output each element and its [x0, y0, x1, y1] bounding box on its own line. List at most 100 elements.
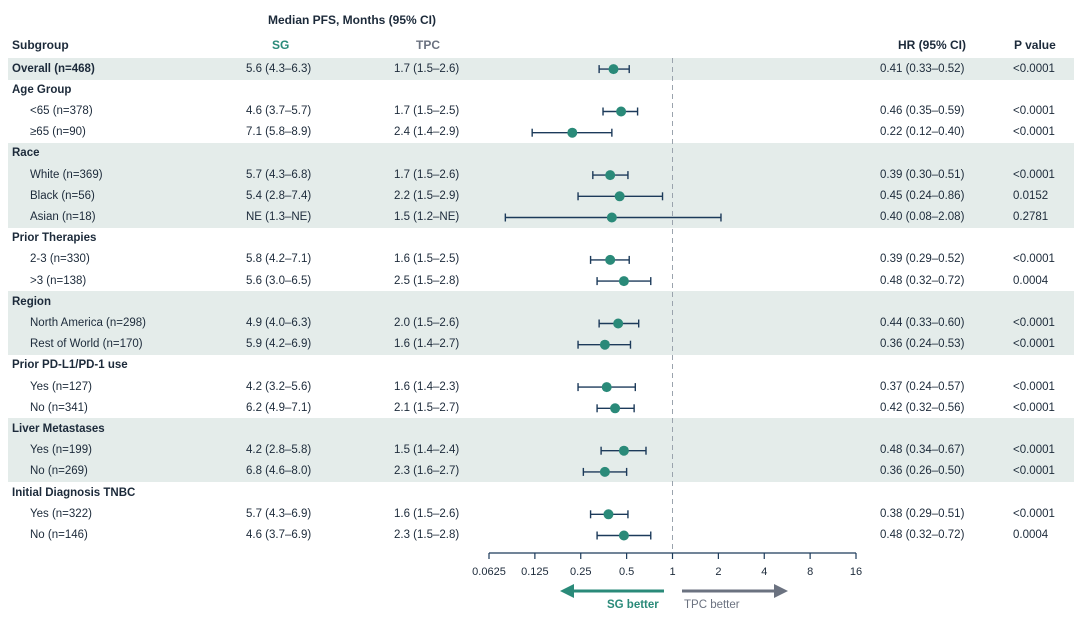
hr-point — [608, 64, 619, 75]
x-tick-label: 16 — [850, 566, 862, 578]
sg-pfs-value: 5.6 (4.3–6.3) — [246, 62, 312, 75]
pfs-header-title: Median PFS, Months (95% CI) — [268, 13, 437, 27]
row-band — [8, 418, 1074, 440]
tpc-pfs-value: 1.7 (1.5–2.6) — [394, 62, 460, 75]
hr-point — [616, 106, 627, 117]
p-value: 0.0152 — [1013, 189, 1049, 202]
p-value: 0.0004 — [1013, 274, 1049, 287]
subgroup-header: Subgroup — [12, 38, 69, 52]
sg-pfs-value: 6.2 (4.9–7.1) — [246, 401, 312, 414]
tpc-pfs-value: 1.6 (1.5–2.6) — [394, 507, 460, 520]
subgroup-group-label: Overall (n=468) — [12, 62, 95, 75]
hazard-ratio-value: 0.39 (0.30–0.51) — [880, 168, 965, 181]
sg-pfs-value: 4.6 (3.7–5.7) — [246, 104, 312, 117]
x-tick-label: 0.125 — [521, 566, 549, 578]
p-value: <0.0001 — [1013, 253, 1055, 266]
sg-pfs-value: 4.9 (4.0–6.3) — [246, 316, 312, 329]
tpc-header: TPC — [416, 38, 440, 52]
hazard-ratio-value: 0.36 (0.26–0.50) — [880, 465, 965, 478]
hazard-ratio-value: 0.39 (0.29–0.52) — [880, 253, 965, 266]
row-band — [8, 58, 1074, 80]
hr-point — [599, 466, 610, 477]
hr-point — [605, 254, 616, 265]
tpc-better-label: TPC better — [684, 599, 740, 611]
sg-header: SG — [272, 38, 290, 52]
x-tick-label: 2 — [715, 566, 721, 578]
tpc-pfs-value: 1.7 (1.5–2.6) — [394, 168, 460, 181]
p-value: <0.0001 — [1013, 126, 1055, 139]
sg-pfs-value: 5.8 (4.2–7.1) — [246, 253, 312, 266]
hr-point — [618, 445, 629, 456]
sg-better-arrow-head — [560, 584, 574, 598]
hazard-ratio-value: 0.46 (0.35–0.59) — [880, 104, 965, 117]
p-value: <0.0001 — [1013, 507, 1055, 520]
p-value: <0.0001 — [1013, 104, 1055, 117]
hr-point — [599, 339, 610, 350]
hr-point — [606, 212, 617, 223]
row-band — [8, 291, 1074, 313]
hr-point — [603, 509, 614, 520]
sg-pfs-value: 5.4 (2.8–7.4) — [246, 189, 312, 202]
sg-pfs-value: 4.2 (3.2–5.6) — [246, 380, 312, 393]
hr-point — [601, 382, 612, 393]
sg-pfs-value: 6.8 (4.6–8.0) — [246, 465, 312, 478]
sg-pfs-value: 5.7 (4.3–6.9) — [246, 507, 312, 520]
hazard-ratio-value: 0.48 (0.32–0.72) — [880, 528, 965, 541]
tpc-pfs-value: 1.5 (1.2–NE) — [394, 210, 460, 223]
x-tick-label: 0.5 — [619, 566, 634, 578]
p-value: <0.0001 — [1013, 465, 1055, 478]
x-tick-label: 8 — [807, 566, 813, 578]
subgroup-group-label: Race — [12, 147, 40, 160]
subgroup-group-label: Liver Metastases — [12, 422, 105, 435]
tpc-pfs-value: 2.0 (1.5–2.6) — [394, 316, 460, 329]
p-value: <0.0001 — [1013, 444, 1055, 457]
x-tick-label: 0.25 — [570, 566, 591, 578]
subgroup-label: Yes (n=127) — [30, 380, 92, 393]
sg-pfs-value: 4.6 (3.7–6.9) — [246, 528, 312, 541]
tpc-pfs-value: 2.4 (1.4–2.9) — [394, 126, 460, 139]
tpc-pfs-value: 1.5 (1.4–2.4) — [394, 444, 460, 457]
tpc-better-arrow-head — [774, 584, 788, 598]
sg-pfs-value: 4.2 (2.8–5.8) — [246, 444, 312, 457]
hazard-ratio-value: 0.44 (0.33–0.60) — [880, 316, 965, 329]
hazard-ratio-value: 0.22 (0.12–0.40) — [880, 126, 965, 139]
subgroup-group-label: Region — [12, 295, 51, 308]
tpc-pfs-value: 1.7 (1.5–2.5) — [394, 104, 460, 117]
hr-header: HR (95% CI) — [898, 38, 967, 52]
subgroup-label: North America (n=298) — [30, 316, 147, 329]
subgroup-label: No (n=341) — [30, 401, 88, 414]
hr-point — [614, 191, 625, 202]
subgroup-label: Asian (n=18) — [30, 210, 96, 223]
hazard-ratio-value: 0.48 (0.34–0.67) — [880, 444, 965, 457]
p-value: <0.0001 — [1013, 401, 1055, 414]
hr-point — [618, 530, 629, 541]
subgroup-label: Rest of World (n=170) — [30, 338, 143, 351]
tpc-pfs-value: 2.5 (1.5–2.8) — [394, 274, 460, 287]
subgroup-label: No (n=269) — [30, 465, 88, 478]
sg-pfs-value: NE (1.3–NE) — [246, 210, 312, 223]
p-value: 0.2781 — [1013, 210, 1049, 223]
tpc-pfs-value: 2.2 (1.5–2.9) — [394, 189, 460, 202]
hazard-ratio-value: 0.42 (0.32–0.56) — [880, 401, 965, 414]
sg-pfs-value: 5.6 (3.0–6.5) — [246, 274, 312, 287]
hr-point — [618, 276, 629, 287]
subgroup-label: <65 (n=378) — [30, 104, 93, 117]
sg-pfs-value: 7.1 (5.8–8.9) — [246, 126, 312, 139]
tpc-pfs-value: 2.3 (1.5–2.8) — [394, 528, 460, 541]
p-value: 0.0004 — [1013, 528, 1049, 541]
hazard-ratio-value: 0.37 (0.24–0.57) — [880, 380, 965, 393]
hr-point — [613, 318, 624, 329]
tpc-pfs-value: 2.1 (1.5–2.7) — [394, 401, 460, 414]
p-value: <0.0001 — [1013, 168, 1055, 181]
hazard-ratio-value: 0.40 (0.08–2.08) — [880, 210, 965, 223]
row-band — [8, 333, 1074, 356]
row-band — [8, 142, 1074, 165]
subgroup-label: White (n=369) — [30, 168, 103, 181]
hazard-ratio-value: 0.41 (0.33–0.52) — [880, 62, 965, 75]
subgroup-label: Yes (n=199) — [30, 444, 92, 457]
subgroup-group-label: Prior PD-L1/PD-1 use — [12, 359, 128, 372]
row-band — [8, 312, 1074, 334]
x-tick-label: 1 — [669, 566, 675, 578]
row-band — [8, 439, 1074, 462]
